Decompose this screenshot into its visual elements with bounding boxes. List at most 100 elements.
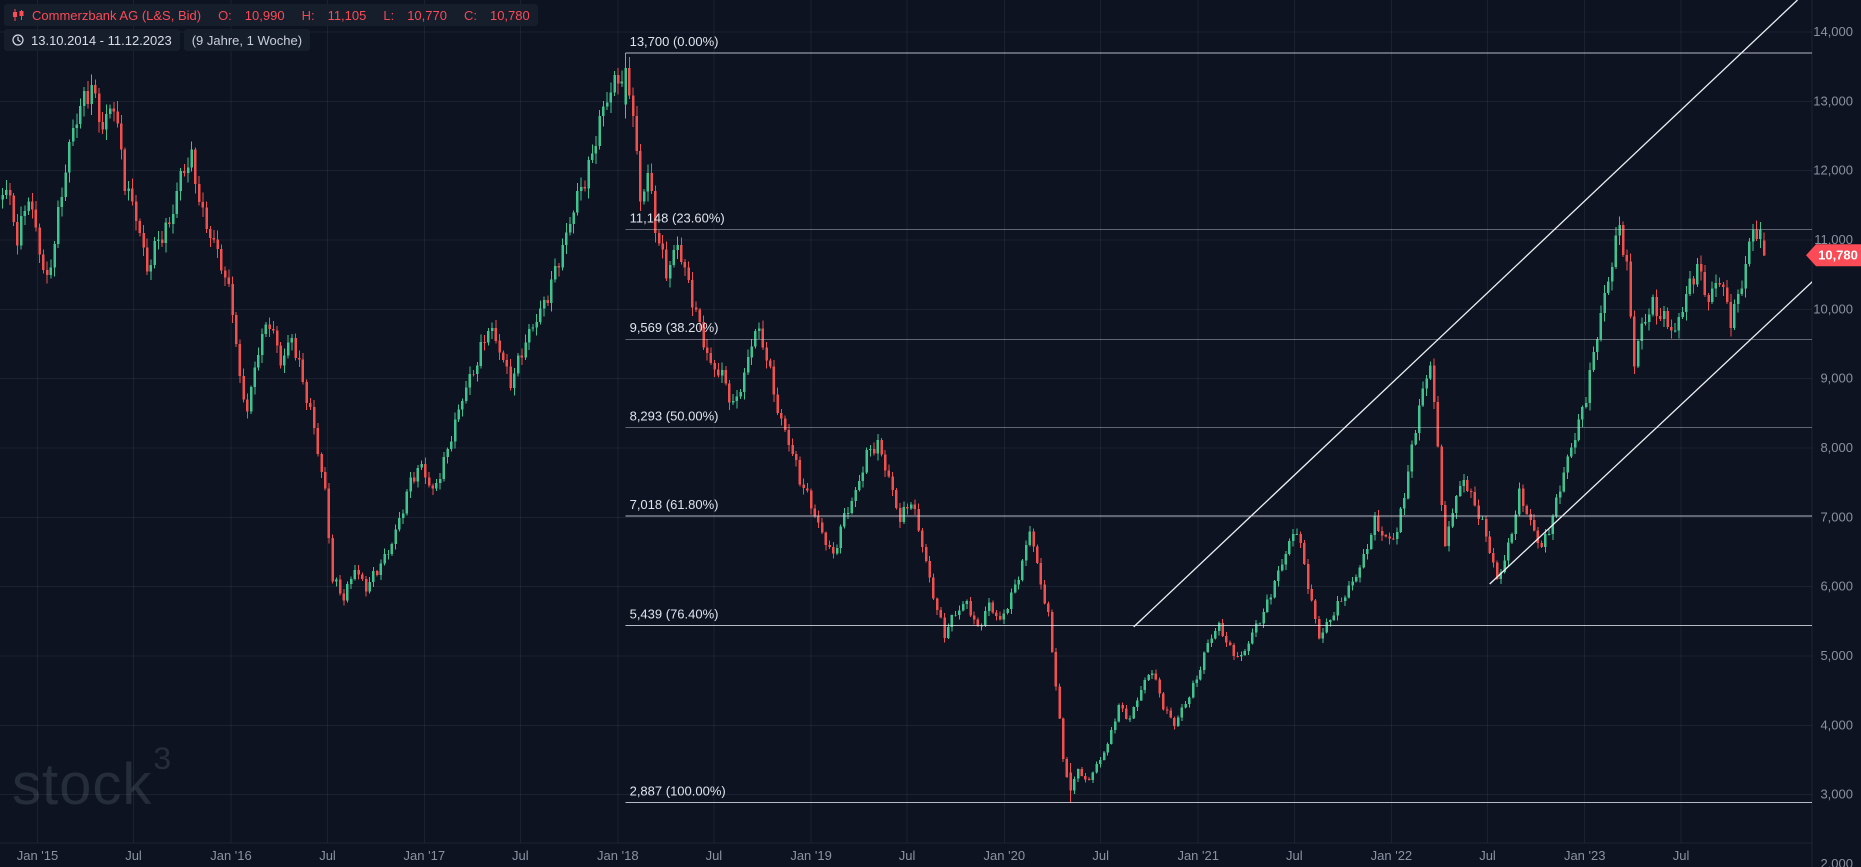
- price-axis-label: 3,000: [1820, 787, 1853, 802]
- candle-body: [361, 574, 364, 580]
- candle-body: [776, 394, 779, 413]
- candle-body: [1462, 480, 1465, 487]
- candle-body: [427, 477, 431, 486]
- date-range-control[interactable]: 13.10.2014 - 11.12.2023: [4, 29, 180, 51]
- candle-body: [435, 483, 438, 489]
- candle-body: [579, 187, 583, 191]
- candle-body: [168, 222, 171, 224]
- candle-body: [183, 171, 186, 173]
- candle-body: [38, 227, 41, 255]
- candle-body: [965, 601, 969, 605]
- candle-body: [620, 81, 624, 84]
- candle-body: [1762, 240, 1766, 256]
- candle-body: [676, 245, 679, 250]
- price-axis-label: 9,000: [1820, 371, 1853, 386]
- candle-body: [1080, 769, 1083, 776]
- candle-body: [835, 548, 839, 554]
- candle-body: [724, 370, 727, 384]
- fib-label: 9,569 (38.20%): [630, 320, 719, 335]
- candle-body: [743, 372, 746, 393]
- candle-body: [1366, 548, 1369, 555]
- candle-body: [1703, 271, 1707, 295]
- candle-body: [1384, 535, 1388, 537]
- candle-body: [1102, 752, 1106, 760]
- candle-body: [490, 327, 494, 332]
- candle-body: [769, 360, 772, 367]
- candle-body: [431, 485, 434, 489]
- candle-body: [535, 321, 538, 328]
- candle-body: [457, 409, 460, 420]
- time-axis-label: Jul: [319, 848, 336, 863]
- candle-body: [1622, 224, 1625, 256]
- candle-body: [1177, 717, 1180, 726]
- candle-body: [209, 229, 212, 239]
- candle-body: [1544, 534, 1547, 547]
- instrument-legend[interactable]: Commerzbank AG (L&S, Bid) O: 10,990 H: 11,…: [4, 4, 538, 26]
- candle-body: [1299, 534, 1302, 543]
- candle-body: [1373, 515, 1376, 535]
- candle-body: [1132, 707, 1135, 719]
- fibonacci-retracement[interactable]: 13,700 (0.00%) 11,148 (23.60%) 9,569 (38.2…: [625, 34, 1812, 803]
- candle-body: [813, 508, 816, 517]
- high-label: H:: [301, 7, 315, 23]
- candle-body: [1651, 296, 1655, 315]
- candle-body: [335, 579, 338, 582]
- candle-body: [1165, 709, 1169, 711]
- candle-body: [1447, 526, 1451, 546]
- candle-body: [294, 337, 297, 358]
- candle-body: [1113, 721, 1117, 731]
- candle-body: [1547, 534, 1551, 535]
- candle-body: [1303, 542, 1306, 564]
- candle-body: [171, 213, 175, 224]
- duration-badge: (9 Jahre, 1 Woche): [183, 29, 311, 51]
- candle-body: [64, 172, 67, 198]
- candle-body: [1584, 403, 1588, 408]
- trendlines[interactable]: [1133, 0, 1813, 628]
- candle-body: [1529, 513, 1532, 520]
- candle-body: [591, 153, 594, 160]
- candle-body: [1507, 542, 1510, 561]
- candle-body: [706, 347, 709, 353]
- candle-body: [416, 467, 420, 482]
- candle-body: [53, 244, 56, 268]
- candle-body: [231, 284, 234, 316]
- fib-label: 13,700 (0.00%): [630, 34, 719, 49]
- candle-body: [765, 347, 768, 361]
- candle-body: [1329, 620, 1332, 622]
- candle-body: [8, 190, 12, 196]
- candle-body: [921, 530, 924, 548]
- candle-body: [1232, 645, 1236, 656]
- candle-body: [420, 463, 423, 468]
- candle-body: [212, 238, 216, 240]
- candle-body: [1184, 704, 1187, 708]
- candle-body: [1729, 302, 1732, 329]
- candle-body: [1210, 638, 1213, 643]
- candle-body: [795, 454, 798, 461]
- candle-body: [86, 91, 90, 105]
- candle-body: [1180, 707, 1184, 718]
- candle-body: [1688, 278, 1692, 295]
- candle-body: [958, 610, 961, 615]
- candle-body: [1362, 554, 1365, 568]
- candle-body: [1625, 255, 1629, 262]
- candle-body: [1247, 643, 1250, 651]
- candle-body: [502, 352, 505, 360]
- candle-body: [157, 239, 160, 241]
- candle-body: [1477, 505, 1480, 519]
- price-axis[interactable]: 2,000 3,000 4,000 5,000 6,000 7,000 8,000 9,000…: [1813, 24, 1853, 867]
- candle-body: [279, 345, 282, 366]
- candle-body: [1054, 651, 1058, 687]
- time-axis[interactable]: Jan '15 Jul Jan '16 Jul Jan '17 Jul Jan '18 Jul…: [17, 848, 1690, 863]
- candle-body: [557, 266, 561, 268]
- candle-body: [657, 233, 661, 244]
- time-axis-label: Jul: [706, 848, 723, 863]
- candle-body: [1410, 444, 1414, 472]
- candle-body: [164, 222, 167, 244]
- candle-body: [446, 449, 449, 458]
- high-value: 11,105: [327, 7, 367, 23]
- candle-body: [372, 571, 375, 583]
- candle-body: [1740, 288, 1744, 294]
- candle-body: [1458, 486, 1462, 496]
- stock3-watermark: stock3: [12, 740, 173, 817]
